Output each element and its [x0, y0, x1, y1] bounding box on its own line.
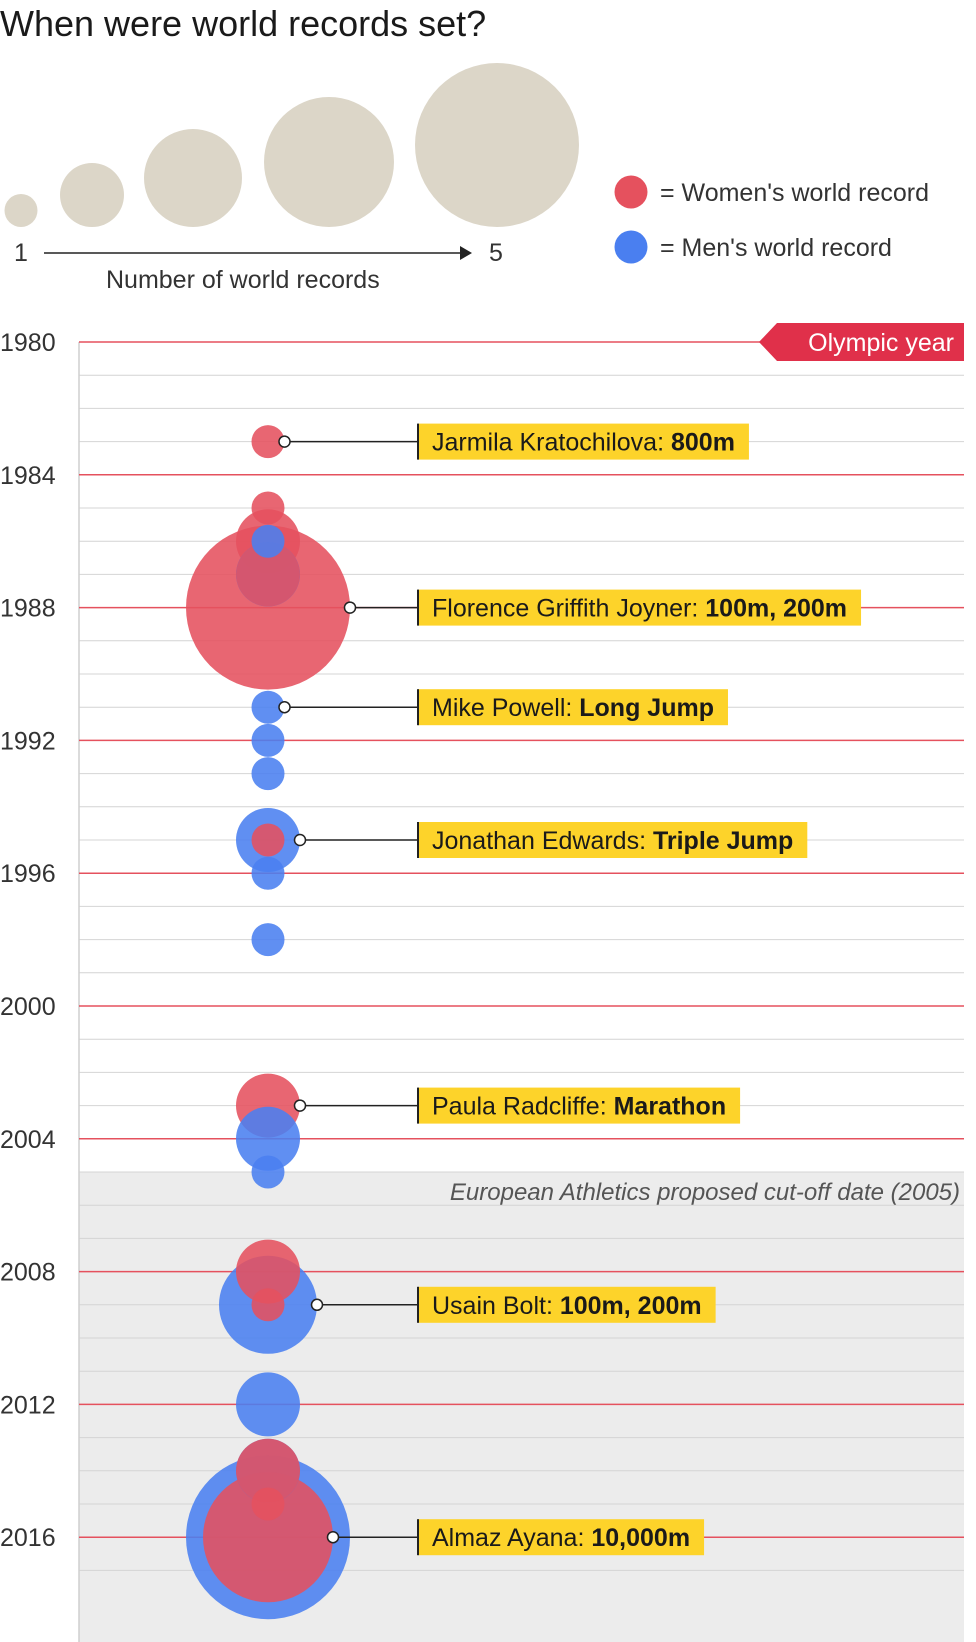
- record-bubble-women: [236, 1438, 300, 1503]
- annotation-box: [418, 1087, 741, 1124]
- annotation-event: Long Jump: [579, 694, 714, 722]
- annotation: Florence Griffith Joyner: 100m, 200m: [343, 589, 862, 626]
- annotation-dot: [343, 601, 357, 614]
- annotation: Jonathan Edwards: Triple Jump: [293, 822, 808, 858]
- annotation: Usain Bolt: 100m, 200m: [310, 1286, 716, 1323]
- record-bubble-women: [236, 1239, 300, 1304]
- record-bubble-women: [251, 1288, 285, 1322]
- annotation-box: [418, 423, 749, 460]
- record-bubble-men: [236, 1372, 300, 1437]
- annotation-event: Triple Jump: [653, 827, 793, 855]
- annotation-box: [418, 822, 808, 858]
- annotation-event: 10,000m: [591, 1524, 690, 1552]
- annotation-name: Florence Griffith Joyner:: [432, 595, 705, 623]
- year-label: 2012: [0, 1391, 56, 1419]
- annotation: Paula Radcliffe: Marathon: [293, 1087, 741, 1124]
- record-bubble-men: [251, 757, 285, 791]
- chart-title: When were world records set?: [0, 3, 486, 44]
- annotation-dot: [278, 700, 291, 714]
- annotation-name: Almaz Ayana:: [432, 1524, 591, 1552]
- annotation-dot: [278, 435, 291, 448]
- cutoff-label: European Athletics proposed cut-off date…: [450, 1179, 960, 1206]
- annotation-name: Paula Radcliffe:: [432, 1093, 614, 1121]
- size-legend-min: 1: [14, 239, 28, 267]
- record-bubble-men: [251, 723, 285, 757]
- record-bubble-men: [236, 1106, 300, 1171]
- record-bubble-women: [251, 823, 285, 857]
- year-label: 2016: [0, 1524, 56, 1552]
- size-legend-axis-label: Number of world records: [106, 266, 380, 294]
- record-bubble-women: [251, 425, 285, 459]
- size-legend-circle: [415, 63, 579, 227]
- annotation-name: Jonathan Edwards:: [432, 827, 653, 855]
- annotation: Almaz Ayana: 10,000m: [326, 1519, 705, 1556]
- size-legend: 1 5 Number of world records: [4, 63, 579, 294]
- color-legend-swatch-men: [614, 230, 648, 264]
- size-legend-arrow-icon: [460, 246, 472, 260]
- size-legend-circle: [4, 194, 38, 227]
- record-bubble-women: [251, 1487, 285, 1521]
- annotation-label: Mike Powell: Long Jump: [432, 694, 714, 722]
- year-label: 1980: [0, 329, 56, 357]
- record-bubble-men: [251, 856, 285, 890]
- record-bubble-women: [203, 1472, 333, 1603]
- record-bubble-women: [251, 491, 285, 525]
- year-label: 2004: [0, 1126, 56, 1154]
- annotation-name: Jarmila Kratochilova:: [432, 429, 671, 457]
- size-legend-circle: [264, 97, 394, 227]
- year-label: 1984: [0, 462, 56, 490]
- color-legend: = Women's world record = Men's world reco…: [614, 175, 929, 264]
- record-bubble-men: [251, 923, 285, 957]
- size-legend-max: 5: [489, 239, 503, 267]
- year-label: 1996: [0, 860, 56, 888]
- annotation-box: [418, 1286, 716, 1323]
- year-label: 2000: [0, 993, 56, 1021]
- year-label: 1988: [0, 595, 56, 623]
- annotation-dot: [293, 833, 307, 847]
- annotation-label: Usain Bolt: 100m, 200m: [432, 1292, 702, 1320]
- record-bubble-women: [186, 525, 350, 690]
- record-bubbles: [186, 425, 350, 1620]
- annotation-dot: [310, 1298, 324, 1312]
- annotation-label: Jarmila Kratochilova: 800m: [432, 429, 735, 457]
- annotation-label: Paula Radcliffe: Marathon: [432, 1093, 726, 1121]
- annotation-label: Almaz Ayana: 10,000m: [432, 1524, 690, 1552]
- color-legend-swatch-women: [614, 175, 648, 209]
- color-legend-label-women: = Women's world record: [660, 179, 929, 207]
- olympic-year-label: Olympic year: [808, 329, 954, 357]
- annotation-name: Mike Powell:: [432, 694, 579, 722]
- record-bubble-men: [251, 1155, 285, 1189]
- annotation-name: Usain Bolt:: [432, 1292, 560, 1320]
- size-legend-circle: [144, 129, 242, 227]
- annotation-label: Florence Griffith Joyner: 100m, 200m: [432, 595, 847, 623]
- color-legend-label-men: = Men's world record: [660, 234, 892, 262]
- annotation-box: [418, 589, 862, 626]
- annotation-dot: [293, 1099, 307, 1112]
- record-bubble-men: [251, 524, 285, 558]
- annotation-box: [418, 1519, 705, 1556]
- year-label: 1992: [0, 727, 56, 755]
- record-bubble-women: [236, 542, 300, 607]
- annotation-label: Jonathan Edwards: Triple Jump: [432, 827, 793, 855]
- annotation-event: 800m: [671, 429, 735, 457]
- annotation-dot: [326, 1530, 340, 1544]
- size-legend-circle: [60, 163, 124, 227]
- record-bubble-men: [251, 690, 285, 724]
- annotation-box: [418, 689, 728, 726]
- annotation: Mike Powell: Long Jump: [278, 689, 728, 726]
- annotation: Jarmila Kratochilova: 800m: [278, 423, 749, 460]
- annotation-event: Marathon: [614, 1093, 727, 1121]
- olympic-year-tag: [759, 323, 964, 361]
- annotations: Jarmila Kratochilova: 800m Florence Griff…: [278, 423, 862, 1556]
- year-label: 2008: [0, 1259, 56, 1287]
- annotation-event: 100m, 200m: [705, 595, 847, 623]
- annotation-event: 100m, 200m: [560, 1292, 702, 1320]
